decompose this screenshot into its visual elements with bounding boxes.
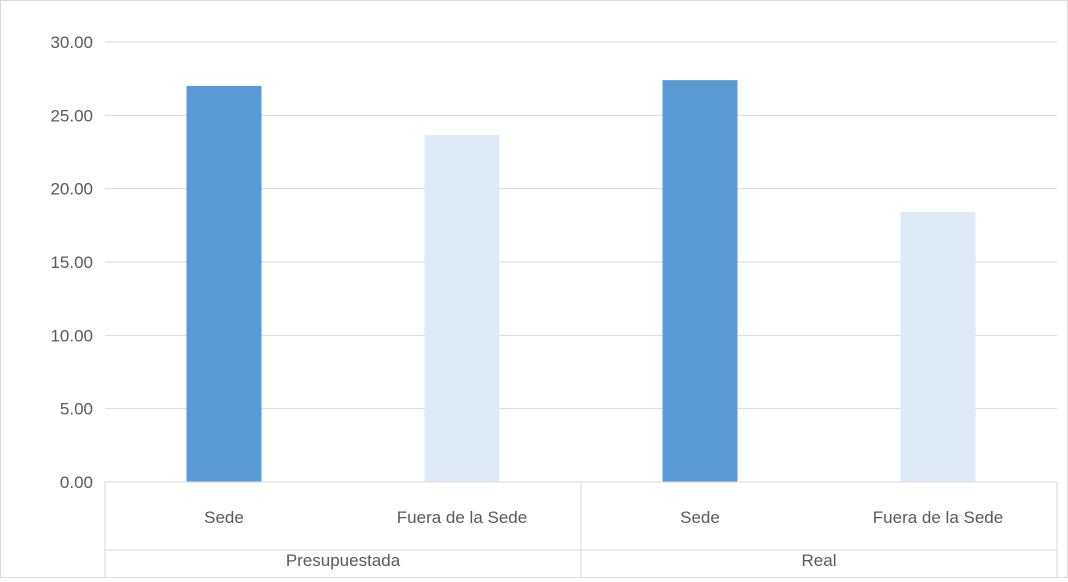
y-tick-label: 20.00: [50, 180, 93, 199]
y-tick-label: 25.00: [50, 106, 93, 125]
x-category-label: Fuera de la Sede: [873, 508, 1003, 527]
gridlines: [105, 41, 1057, 483]
x-category-label: Sede: [680, 508, 720, 527]
x-axis: Sede Fuera de la Sede Sede Fuera de la Sede…: [104, 481, 1058, 577]
bar: [424, 135, 500, 482]
x-category-label: Sede: [204, 508, 244, 527]
bar: [662, 80, 738, 482]
bar: [900, 212, 976, 482]
y-tick-label: 30.00: [50, 33, 93, 52]
x-group-label: Real: [802, 551, 837, 570]
bar: [186, 86, 262, 482]
y-tick-label: 10.00: [50, 326, 93, 345]
x-category-label: Fuera de la Sede: [397, 508, 527, 527]
bars: [186, 80, 976, 482]
y-tick-label: 0.00: [60, 473, 93, 492]
y-tick-label: 5.00: [60, 400, 93, 419]
x-group-label: Presupuestada: [286, 551, 401, 570]
y-axis-labels: 0.00 5.00 10.00 15.00 20.00 25.00 30.00: [50, 33, 93, 492]
y-tick-label: 15.00: [50, 253, 93, 272]
